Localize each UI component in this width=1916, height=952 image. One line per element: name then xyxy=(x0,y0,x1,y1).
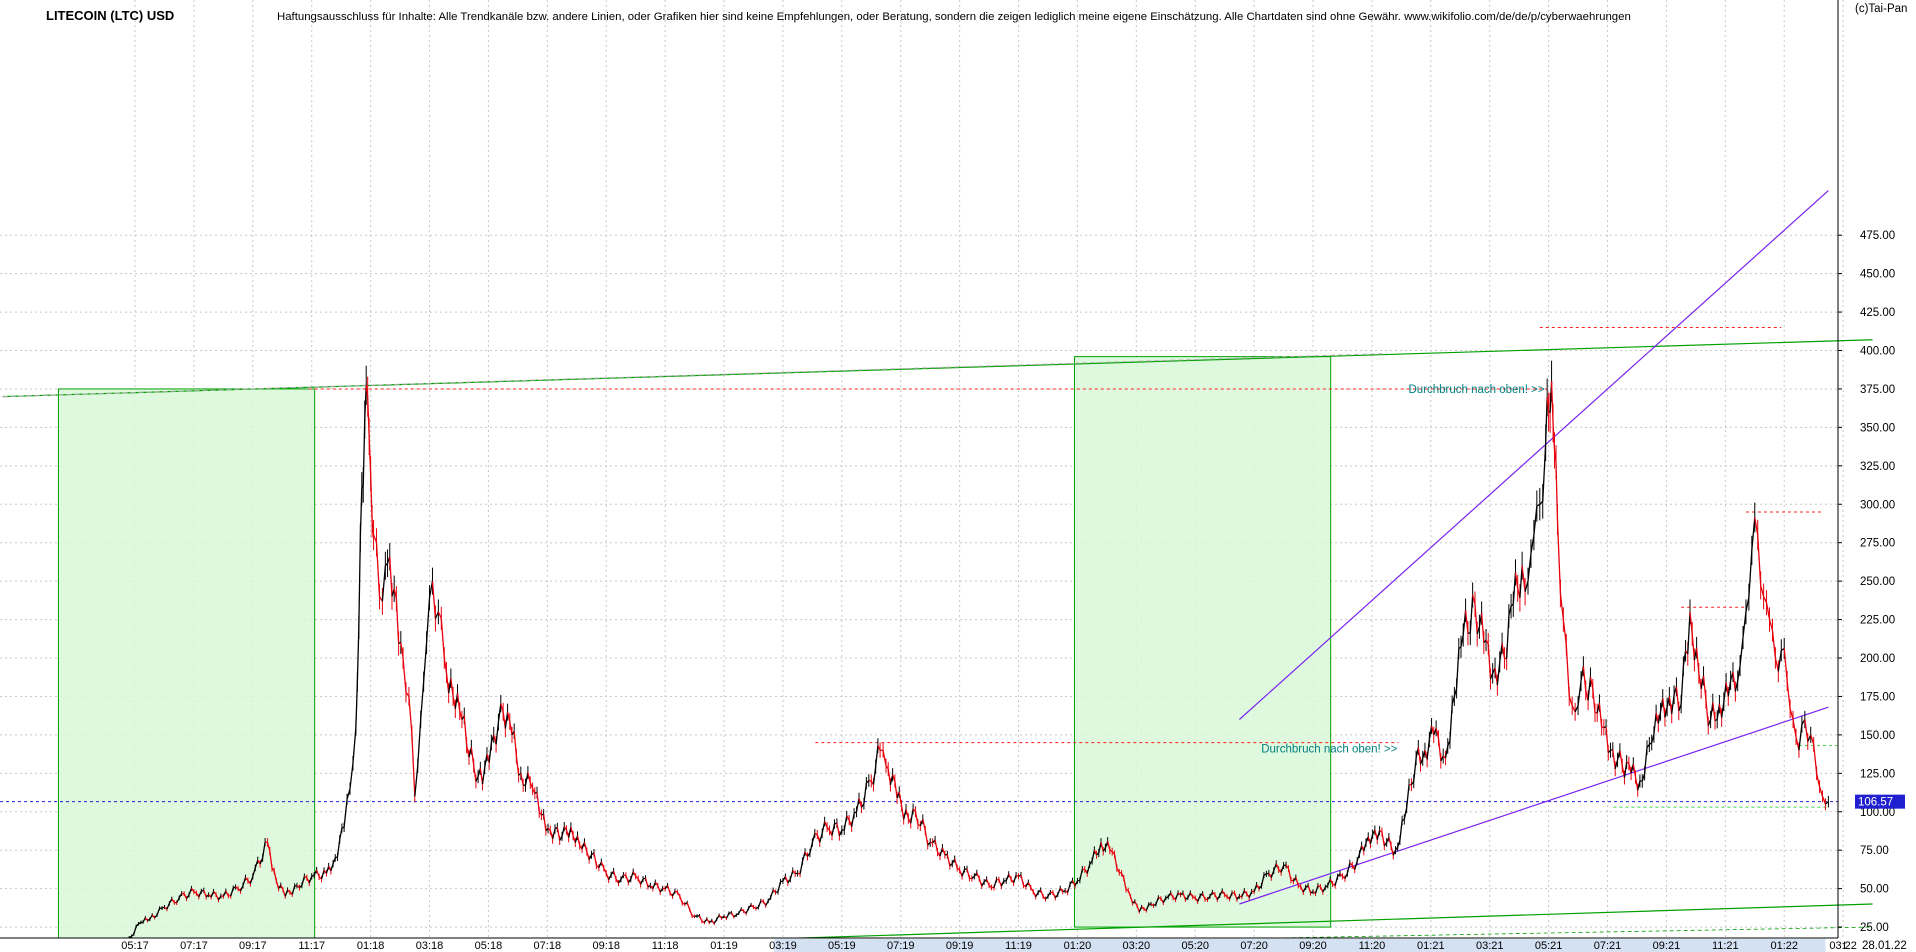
x-tick-label: 09:19 xyxy=(946,940,974,952)
y-axis: 25.00 50.00 75.00 100.00 125.00 150.00 175.00 2… xyxy=(1837,0,1905,938)
zone-rect xyxy=(57,388,316,952)
x-tick-label: 03:22 xyxy=(1829,940,1857,952)
x-axis-highlight xyxy=(774,939,1826,952)
price-segment xyxy=(358,537,361,628)
x-tick-label: 09:20 xyxy=(1299,940,1327,952)
y-tick-label: 250.00 xyxy=(1860,576,1895,588)
y-tick-label: 125.00 xyxy=(1860,768,1895,780)
y-tick-label: 400.00 xyxy=(1860,346,1895,358)
x-tick-label: 05:17 xyxy=(121,940,149,952)
x-tick-label: 01:19 xyxy=(710,940,738,952)
x-tick-label: 11:21 xyxy=(1712,940,1739,952)
current-price-box xyxy=(1855,794,1905,809)
x-tick-label: 11:19 xyxy=(1005,940,1032,952)
y-tick-label: 300.00 xyxy=(1860,499,1895,511)
y-tick-label: 350.00 xyxy=(1860,422,1895,434)
x-tick-label: 01:18 xyxy=(357,940,385,952)
accumulation-zones xyxy=(57,356,1332,952)
x-axis: 05:17 07:17 09:17 11:17 01:18 03:18 05:18 07:18… xyxy=(0,937,1857,952)
x-tick-label: 07:17 xyxy=(180,940,208,952)
y-tick-label: 25.00 xyxy=(1860,922,1889,934)
x-tick-label: 05:18 xyxy=(475,940,503,952)
y-tick-label: 75.00 xyxy=(1860,845,1889,857)
trend-line xyxy=(1238,190,1829,720)
x-tick-label: 09:21 xyxy=(1653,940,1681,952)
x-tick-label: 03:20 xyxy=(1123,940,1151,952)
y-tick-label: 200.00 xyxy=(1860,653,1895,665)
trend-line-guide xyxy=(2,353,1387,398)
y-tick-label: 175.00 xyxy=(1860,691,1895,703)
x-tick-label: 07:18 xyxy=(534,940,562,952)
y-tick-label: 150.00 xyxy=(1860,730,1895,742)
x-tick-label: 11:17 xyxy=(298,940,325,952)
y-tick-label: 225.00 xyxy=(1860,615,1895,627)
current-price-label: 106.57 xyxy=(1858,797,1893,809)
trend-line xyxy=(1239,706,1829,905)
annotation-label: Durchbruch nach oben! >> xyxy=(1261,744,1397,756)
trend-line xyxy=(2,339,1873,398)
y-tick-label: 375.00 xyxy=(1860,384,1895,396)
x-tick-label: 01:22 xyxy=(1770,940,1798,952)
annotation-label: Durchbruch nach oben! >> xyxy=(1408,384,1544,396)
y-tick-label: 325.00 xyxy=(1860,461,1895,473)
x-tick-label: 03:18 xyxy=(416,940,444,952)
x-tick-label: 09:17 xyxy=(239,940,267,952)
chart-title: LITECOIN (LTC) USD xyxy=(46,8,174,23)
price-series xyxy=(109,360,1829,952)
y-tick-label: 425.00 xyxy=(1860,307,1895,319)
y-tick-label: 50.00 xyxy=(1860,884,1889,896)
x-tick-label: 05:20 xyxy=(1181,940,1209,952)
copyright-text: (c)Tai-Pan xyxy=(1855,3,1907,15)
x-tick-label: 03:21 xyxy=(1476,940,1504,952)
zone-rect xyxy=(1073,356,1332,928)
x-tick-label: 11:18 xyxy=(652,940,679,952)
axis-end-marker: L xyxy=(1843,940,1849,952)
y-tick-label: 275.00 xyxy=(1860,538,1895,550)
y-tick-label: 475.00 xyxy=(1860,230,1895,242)
x-tick-label: 05:19 xyxy=(828,940,856,952)
x-tick-label: 07:20 xyxy=(1240,940,1268,952)
x-tick-label: 09:18 xyxy=(592,940,620,952)
trend-line xyxy=(341,903,1873,952)
disclaimer-text: Haftungsausschluss für Inhalte: Alle Tre… xyxy=(277,11,1631,23)
y-tick-label: 450.00 xyxy=(1860,269,1895,281)
last-date-label: 28.01.22 xyxy=(1862,940,1907,952)
x-tick-label: 11:20 xyxy=(1359,940,1386,952)
resistance-levels xyxy=(0,326,1838,808)
x-tick-label: 05:21 xyxy=(1535,940,1563,952)
x-tick-label: 07:21 xyxy=(1594,940,1622,952)
x-tick-label: 07:19 xyxy=(887,940,915,952)
x-tick-label: 03:19 xyxy=(769,940,797,952)
x-tick-label: 01:21 xyxy=(1417,940,1445,952)
x-tick-label: 01:20 xyxy=(1064,940,1092,952)
price-segment xyxy=(411,733,416,797)
y-tick-label: 100.00 xyxy=(1860,807,1895,819)
annotations: Durchbruch nach oben! >> Durchbruch nach … xyxy=(1261,384,1545,756)
